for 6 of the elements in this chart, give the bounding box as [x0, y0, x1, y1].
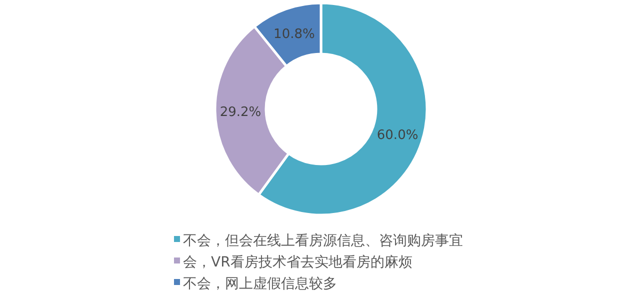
data-label: 29.2% — [220, 105, 262, 120]
legend-label: 不会，网上虚假信息较多 — [183, 276, 337, 292]
data-label: 60.0% — [376, 128, 418, 143]
data-label: 10.8% — [274, 27, 315, 42]
legend-label: 会，VR看房技术省去实地看房的麻烦 — [183, 254, 412, 270]
legend-label: 不会，但会在线上看房源信息、咨询购房事宜 — [183, 233, 463, 249]
